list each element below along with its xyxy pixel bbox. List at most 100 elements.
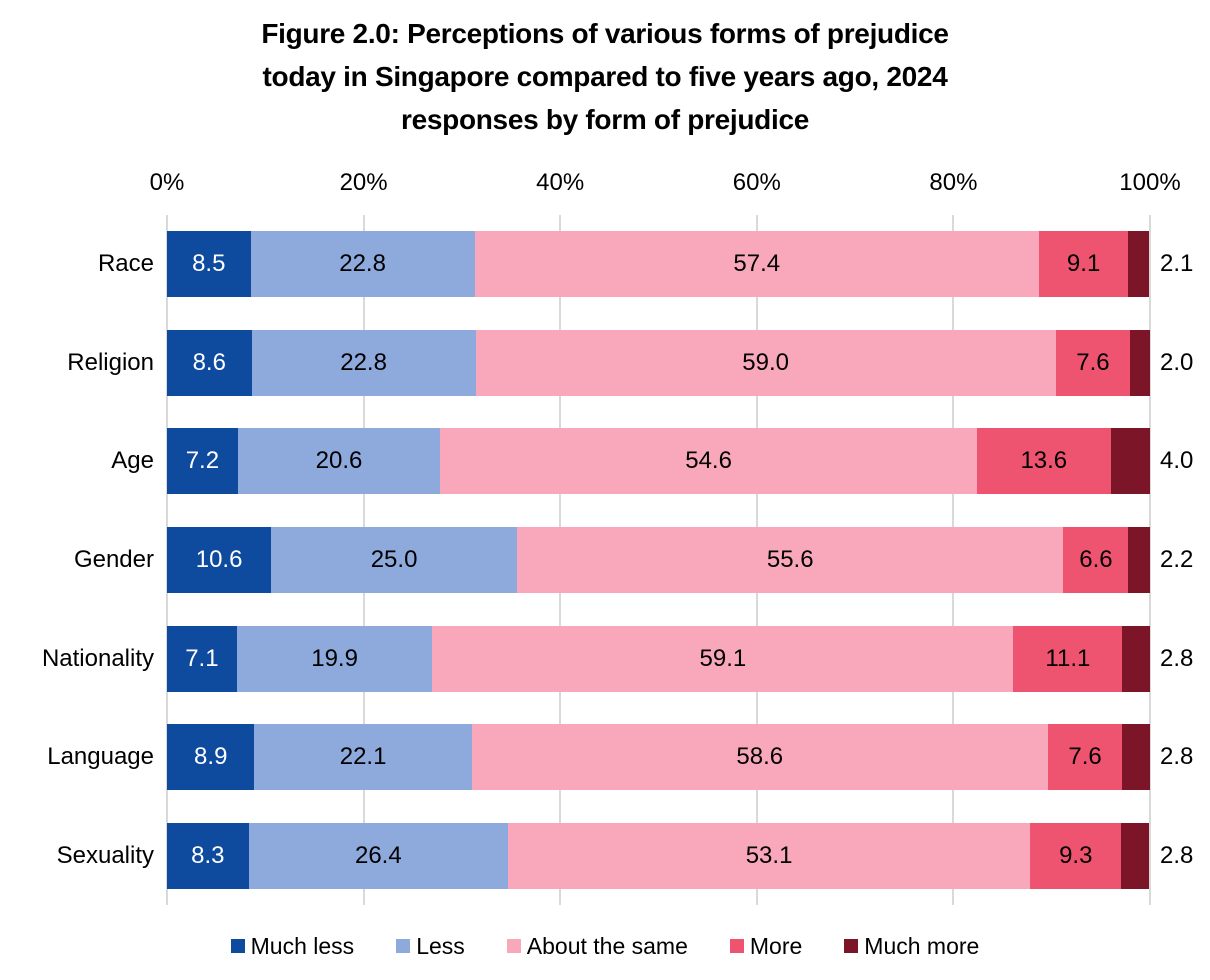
- value-label-outside: 2.8: [1160, 841, 1194, 869]
- bar-segment-about-the-same: 58.6: [471, 724, 1048, 791]
- bar-segment-much-less: 8.5: [167, 231, 251, 298]
- value-label: 7.6: [1068, 743, 1102, 771]
- bar-segment-much-more: [1130, 329, 1150, 396]
- stacked-bar: 8.3 26.4 53.1 9.3 2.8: [167, 822, 1193, 889]
- value-label: 57.4: [733, 250, 781, 278]
- bar-segment-much-more: [1110, 428, 1150, 495]
- value-label: 8.5: [192, 250, 226, 278]
- value-label: 22.1: [339, 743, 387, 771]
- bar-segment-less: 22.8: [251, 329, 476, 396]
- bar-segment-less: 22.1: [254, 724, 472, 791]
- value-label: 11.1: [1045, 644, 1091, 672]
- legend-label: Much less: [250, 932, 355, 959]
- category-label: Sexuality: [56, 841, 154, 869]
- bar-segment-much-less: 7.1: [167, 625, 237, 692]
- value-label: 54.6: [685, 447, 732, 475]
- bar-segment-much-more: [1122, 724, 1150, 791]
- x-axis-tick-label: 100%: [1119, 169, 1181, 196]
- bar-segment-much-more: [1122, 625, 1150, 692]
- bar-segment-much-more: [1128, 527, 1150, 594]
- value-label-outside: 2.0: [1160, 348, 1194, 376]
- legend-swatch-icon: [844, 939, 859, 953]
- bar-segment-more: 9.1: [1038, 231, 1129, 298]
- stacked-bar: 7.1 19.9 59.1 11.1 2.8: [167, 625, 1193, 692]
- category-label: Language: [47, 743, 154, 771]
- legend-item-less: Less: [396, 933, 465, 960]
- bar-row-race: Race 8.5 22.8 57.4 9.1 2.1: [98, 215, 1193, 314]
- gridline: [1149, 215, 1151, 905]
- bar-segment-much-less: 8.6: [167, 329, 252, 396]
- legend-label: Much more: [864, 932, 980, 959]
- legend-label: More: [749, 932, 803, 959]
- stacked-bar: 7.2 20.6 54.6 13.6 4.0: [167, 428, 1193, 495]
- bar-segment-less: 20.6: [237, 428, 441, 495]
- bar-segment-more: 7.6: [1055, 329, 1131, 396]
- value-label: 26.4: [354, 841, 402, 869]
- legend-item-about-the-same: About the same: [506, 932, 688, 960]
- value-label-outside: 4.0: [1160, 447, 1194, 475]
- legend-label: Less: [416, 932, 465, 959]
- category-label: Race: [97, 250, 154, 278]
- legend: Much less Less About the same More Much more: [0, 927, 1210, 965]
- legend-swatch-icon: [396, 939, 411, 953]
- bar-segment-much-less: 10.6: [167, 527, 272, 594]
- bar-segment-much-less: 7.2: [167, 428, 238, 495]
- chart-title: Figure 2.0: Perceptions of various forms…: [261, 18, 949, 135]
- category-label: Religion: [67, 348, 154, 376]
- bar-segment-about-the-same: 57.4: [474, 231, 1039, 298]
- bar-segment-about-the-same: 55.6: [516, 527, 1064, 594]
- bar-segment-less: 25.0: [271, 527, 517, 594]
- stacked-bar: 8.6 22.8 59.0 7.6 2.0: [167, 329, 1193, 396]
- value-label: 20.6: [315, 447, 363, 475]
- bar-row-language: Language 8.9 22.1 58.6 7.6 2.8: [47, 708, 1193, 807]
- value-label: 22.8: [340, 348, 387, 376]
- legend-swatch-icon: [506, 939, 521, 953]
- bar-segment-more: 11.1: [1013, 625, 1123, 692]
- value-label: 55.6: [766, 546, 814, 574]
- value-label: 6.6: [1079, 546, 1113, 574]
- bar-row-nationality: Nationality 7.1 19.9 59.1 11.1 2.8: [42, 609, 1193, 708]
- bar-row-sexuality: Sexuality 8.3 26.4 53.1 9.3 2.8: [57, 806, 1193, 905]
- x-axis-tick-label: 60%: [732, 169, 781, 196]
- value-label: 59.0: [742, 348, 789, 376]
- value-label-outside: 2.8: [1160, 644, 1194, 672]
- value-label: 8.6: [192, 348, 226, 376]
- value-label-outside: 2.8: [1160, 743, 1194, 771]
- value-label: 7.6: [1076, 348, 1110, 376]
- bar-rows: Race 8.5 22.8 57.4 9.1 2.1 Religion 8.6 22.8 59.0…: [42, 215, 1193, 905]
- value-label: 22.8: [339, 250, 386, 278]
- value-label-outside: 2.2: [1160, 546, 1194, 574]
- bar-segment-much-more: [1121, 822, 1149, 889]
- x-axis-tick-label: 80%: [929, 169, 978, 196]
- value-label: 8.9: [194, 743, 228, 771]
- legend-label: About the same: [526, 932, 688, 959]
- x-axis-tick-label: 20%: [339, 169, 388, 196]
- stacked-bar: 8.5 22.8 57.4 9.1 2.1: [167, 231, 1193, 298]
- bar-segment-about-the-same: 53.1: [508, 822, 1031, 889]
- bar-segment-less: 26.4: [248, 822, 509, 889]
- legend-swatch-icon: [729, 939, 744, 953]
- bar-row-religion: Religion 8.6 22.8 59.0 7.6 2.0: [67, 314, 1193, 413]
- value-label: 59.1: [699, 644, 747, 672]
- value-label: 19.9: [311, 644, 358, 672]
- bar-row-gender: Gender 10.6 25.0 55.6 6.6 2.2: [74, 511, 1193, 610]
- legend-item-much-more: Much more: [844, 933, 979, 960]
- legend-item-more: More: [729, 932, 803, 960]
- value-label: 10.6: [195, 546, 243, 574]
- value-label: 7.1: [185, 644, 219, 672]
- x-axis-tick-label: 0%: [149, 169, 185, 196]
- bar-segment-more: 13.6: [976, 428, 1111, 495]
- x-axis-tick-label: 40%: [536, 169, 585, 196]
- bar-row-age: Age 7.2 20.6 54.6 13.6 4.0: [111, 412, 1193, 511]
- bar-segment-about-the-same: 54.6: [440, 428, 977, 495]
- bar-segment-more: 9.3: [1030, 822, 1122, 889]
- value-label: 7.2: [185, 447, 220, 475]
- value-label: 8.3: [191, 841, 225, 869]
- value-label: 53.1: [745, 841, 793, 869]
- value-label-outside: 2.1: [1160, 250, 1194, 278]
- plot-area: Race 8.5 22.8 57.4 9.1 2.1 Religion 8.6 22.8 59.0…: [42, 215, 1193, 905]
- bar-segment-much-more: [1128, 231, 1149, 298]
- value-label: 25.0: [370, 546, 418, 574]
- bar-segment-more: 7.6: [1047, 724, 1123, 791]
